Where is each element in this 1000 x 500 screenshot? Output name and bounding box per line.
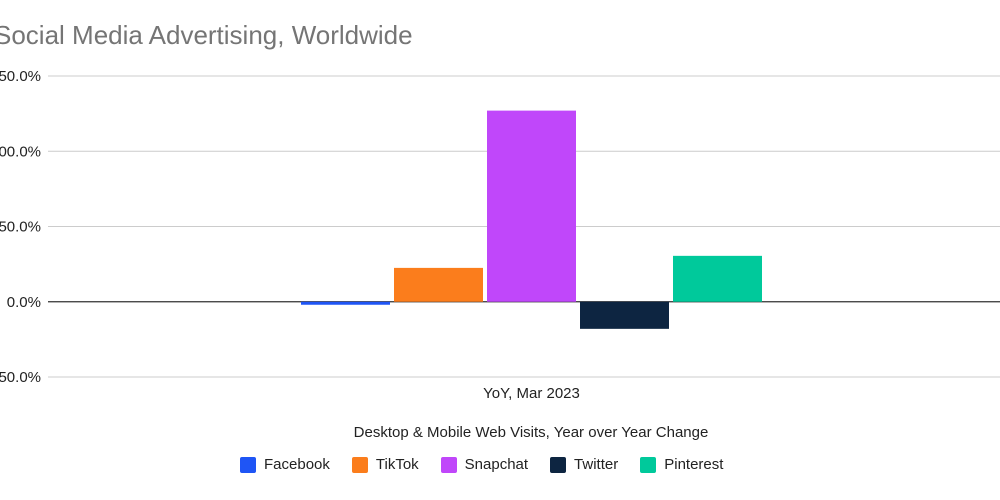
legend-item-facebook[interactable]: Facebook — [240, 456, 330, 473]
bars — [301, 110, 762, 329]
bar-facebook — [301, 301, 390, 305]
y-tick-label: -50.0% — [0, 369, 41, 386]
legend-swatch — [351, 456, 368, 473]
legend-item-twitter[interactable]: Twitter — [550, 456, 618, 473]
legend-swatch — [550, 456, 567, 473]
legend: Facebook TikTok Snapchat Twitter Pinterest — [240, 456, 723, 473]
legend-swatch — [640, 456, 657, 473]
chart-title: Social Media Advertising, Worldwide — [0, 20, 413, 50]
legend-label: TikTok — [375, 456, 419, 473]
legend-label: Twitter — [574, 456, 619, 473]
legend-label: Snapchat — [464, 456, 529, 473]
x-axis-label: Desktop & Mobile Web Visits, Year over Y… — [353, 424, 709, 441]
x-category-labels: YoY, Mar 2023 — [483, 385, 580, 402]
bar-tiktok — [394, 267, 483, 302]
y-tick-label: 0.0% — [7, 294, 41, 311]
legend-item-pinterest[interactable]: Pinterest — [640, 456, 723, 473]
legend-label: Pinterest — [664, 456, 724, 473]
legend-item-snapchat[interactable]: Snapchat — [440, 456, 529, 473]
legend-label: Facebook — [264, 456, 330, 473]
legend-item-tiktok[interactable]: TikTok — [351, 456, 419, 473]
y-tick-label: 50.0% — [0, 219, 41, 236]
bar-twitter — [580, 301, 669, 329]
legend-swatch — [240, 456, 256, 473]
x-category-label: YoY, Mar 2023 — [483, 385, 580, 402]
y-tick-labels: -50.0% 0.0% 50.0% 100.0% 150.0% — [0, 68, 41, 386]
y-tick-label: 150.0% — [0, 68, 41, 85]
bar-pinterest — [673, 255, 762, 302]
bar-snapchat — [487, 110, 576, 302]
legend-swatch — [440, 456, 457, 473]
y-tick-label: 100.0% — [0, 143, 41, 160]
